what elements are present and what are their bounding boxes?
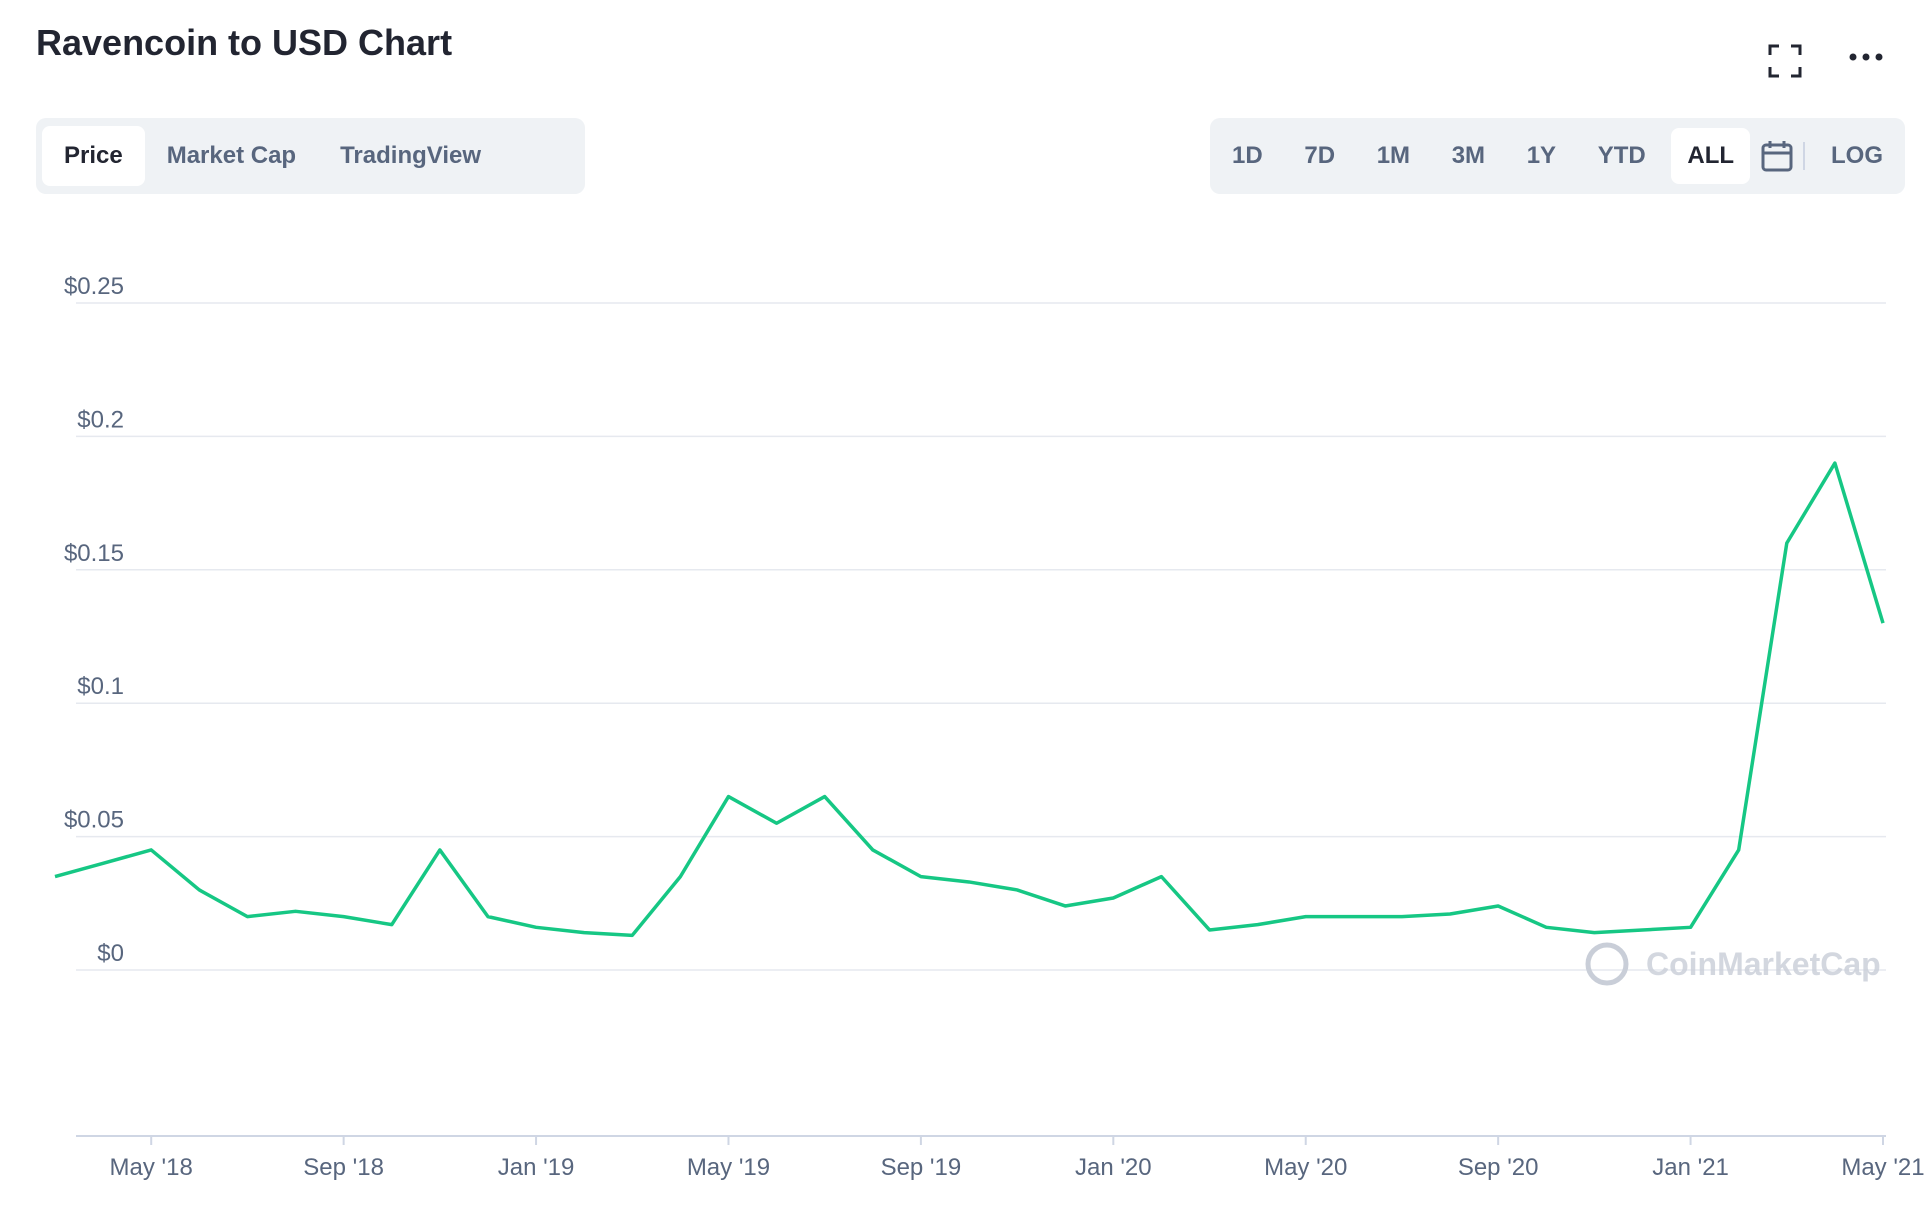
range-group: 1D 7D 1M 3M 1Y YTD ALL LOG bbox=[1210, 118, 1905, 194]
x-tick-label: Jan '21 bbox=[1652, 1154, 1729, 1181]
fullscreen-icon[interactable] bbox=[1768, 44, 1802, 78]
calendar-icon[interactable] bbox=[1760, 139, 1794, 173]
y-tick-label: $0.1 bbox=[77, 673, 124, 700]
range-button[interactable]: 3M bbox=[1451, 142, 1486, 169]
x-tick-label: Jan '19 bbox=[498, 1154, 575, 1181]
range-button[interactable]: YTD bbox=[1597, 142, 1646, 169]
tab[interactable]: TradingView bbox=[340, 142, 482, 169]
range-button[interactable]: 7D bbox=[1304, 142, 1336, 169]
tab[interactable]: Market Cap bbox=[166, 142, 297, 169]
y-tick-label: $0.15 bbox=[64, 540, 124, 567]
watermark-logo bbox=[1585, 942, 1629, 986]
tab[interactable]: Price bbox=[42, 126, 145, 186]
watermark: CoinMarketCap bbox=[1646, 946, 1881, 982]
more-icon[interactable] bbox=[1848, 50, 1884, 64]
range-button[interactable]: 1D bbox=[1232, 142, 1263, 169]
y-tick-label: $0.25 bbox=[64, 273, 124, 300]
price-line bbox=[54, 461, 1885, 938]
x-tick-label: May '18 bbox=[110, 1154, 193, 1181]
range-button[interactable]: 1M bbox=[1376, 142, 1411, 169]
log-button[interactable]: LOG bbox=[1830, 142, 1883, 169]
x-tick-label: Jan '20 bbox=[1075, 1154, 1152, 1181]
separator bbox=[1803, 142, 1806, 170]
range-button[interactable]: ALL bbox=[1671, 128, 1751, 184]
range-button[interactable]: 1Y bbox=[1526, 142, 1557, 169]
x-tick-label: May '21 bbox=[1841, 1154, 1924, 1181]
x-tick-label: May '20 bbox=[1264, 1154, 1347, 1181]
y-tick-label: $0 bbox=[97, 940, 124, 967]
x-tick-label: Sep '19 bbox=[881, 1154, 962, 1181]
x-tick-label: Sep '20 bbox=[1458, 1154, 1539, 1181]
tab-group: Price Market Cap TradingView bbox=[36, 118, 585, 194]
y-tick-label: $0.05 bbox=[64, 807, 124, 834]
title: Ravencoin to USD Chart bbox=[36, 22, 453, 63]
x-tick-label: May '19 bbox=[687, 1154, 770, 1181]
y-tick-label: $0.2 bbox=[77, 406, 124, 433]
x-tick-label: Sep '18 bbox=[303, 1154, 384, 1181]
